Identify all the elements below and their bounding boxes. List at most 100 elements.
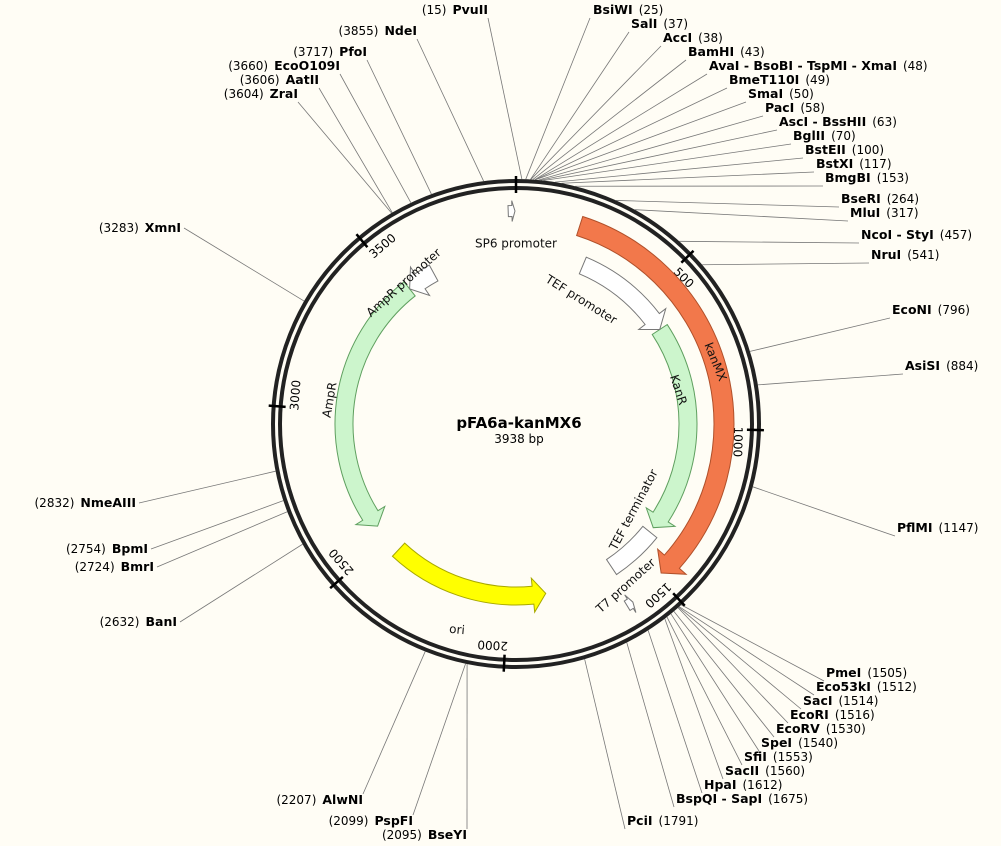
site-position: (264) xyxy=(887,192,919,206)
site-name: EcoNI xyxy=(892,302,932,317)
site-alwni[interactable]: (2207) AlwNI xyxy=(276,792,363,807)
site-leader-line xyxy=(366,59,432,195)
feature-kanmx[interactable] xyxy=(575,215,735,575)
site-bani[interactable]: (2632) BanI xyxy=(100,614,177,629)
site-leader-line xyxy=(487,17,523,180)
site-econi[interactable]: EcoNI (796) xyxy=(892,302,970,317)
site-leader-line xyxy=(534,87,728,181)
site-name: BspQI - SapI xyxy=(676,791,762,806)
feature-label-ampr: AmpR xyxy=(320,381,340,419)
site-ncoi-styi[interactable]: NcoI - StyI (457) xyxy=(861,227,972,242)
ruler-tick xyxy=(502,654,506,672)
site-pvuii[interactable]: (15) PvuII xyxy=(422,2,488,17)
site-asci-bsshii[interactable]: AscI - BssHII (63) xyxy=(779,114,897,129)
feature-t7-promoter[interactable] xyxy=(623,594,637,613)
site-mlui[interactable]: MluI (317) xyxy=(850,205,919,220)
ruler-tick-label: 2000 xyxy=(477,638,508,653)
site-bsteii[interactable]: BstEII (100) xyxy=(805,142,884,157)
site-ecoo109i[interactable]: (3660) EcoO109I xyxy=(228,58,340,73)
site-name: AlwNI xyxy=(322,792,363,807)
site-name: SfiI xyxy=(744,749,767,764)
site-nmeaiii[interactable]: (2832) NmeAIII xyxy=(35,495,137,510)
site-leader-line xyxy=(757,373,904,386)
site-pflmi[interactable]: PflMI (1147) xyxy=(897,520,978,535)
site-bspqi-sapi[interactable]: BspQI - SapI (1675) xyxy=(676,791,808,806)
feature-ampr-promoter[interactable] xyxy=(409,264,439,297)
site-position: (50) xyxy=(789,87,814,101)
site-bsiwi[interactable]: BsiWI (25) xyxy=(593,2,663,17)
site-nrui[interactable]: NruI (541) xyxy=(871,247,939,262)
site-ecori[interactable]: EcoRI (1516) xyxy=(790,707,875,722)
site-zrai[interactable]: (3604) ZraI xyxy=(224,86,298,101)
site-bmgbi[interactable]: BmgBI (153) xyxy=(825,170,909,185)
site-smai[interactable]: SmaI (50) xyxy=(748,86,814,101)
site-xmni[interactable]: (3283) XmnI xyxy=(99,220,181,235)
site-name: BstEII xyxy=(805,142,846,157)
site-position: (2099) xyxy=(329,814,369,828)
site-name: BmgBI xyxy=(825,170,871,185)
site-position: (3855) xyxy=(339,24,379,38)
site-name: SalI xyxy=(631,16,657,31)
site-name: PspFI xyxy=(374,813,413,828)
site-position: (63) xyxy=(872,115,897,129)
site-bstxi[interactable]: BstXI (117) xyxy=(816,156,892,171)
site-name: NcoI - StyI xyxy=(861,227,934,242)
feature-ori[interactable] xyxy=(391,542,547,614)
site-leader-line xyxy=(749,317,891,352)
site-aatii[interactable]: (3606) AatII xyxy=(240,72,319,87)
site-asisi[interactable]: AsiSI (884) xyxy=(905,358,978,373)
feature-sp6-promoter[interactable] xyxy=(507,200,516,222)
site-sfii[interactable]: SfiI (1553) xyxy=(744,749,813,764)
site-position: (117) xyxy=(859,157,891,171)
site-pfoi[interactable]: (3717) PfoI xyxy=(293,44,367,59)
site-bglii[interactable]: BglII (70) xyxy=(793,128,856,143)
site-leader-line xyxy=(702,262,870,266)
site-position: (3604) xyxy=(224,87,264,101)
site-bmet110i[interactable]: BmeT110I (49) xyxy=(729,72,830,87)
site-name: SacI xyxy=(803,693,833,708)
site-ecorv[interactable]: EcoRV (1530) xyxy=(776,721,866,736)
site-bseri[interactable]: BseRI (264) xyxy=(841,191,919,206)
site-name: BglII xyxy=(793,128,825,143)
feature-tef-promoter[interactable] xyxy=(578,256,667,331)
site-name: AscI - BssHII xyxy=(779,114,866,129)
site-position: (2724) xyxy=(75,560,115,574)
site-bamhi[interactable]: BamHI (43) xyxy=(688,44,765,59)
site-name: PfoI xyxy=(339,44,367,59)
site-position: (38) xyxy=(698,31,723,45)
site-leader-line xyxy=(339,73,412,203)
site-hpai[interactable]: HpaI (1612) xyxy=(704,777,782,792)
site-bpmi[interactable]: (2754) BpmI xyxy=(66,541,148,556)
site-bseyi[interactable]: (2095) BseYI xyxy=(382,827,467,842)
site-leader-line xyxy=(677,607,789,724)
site-pmei[interactable]: PmeI (1505) xyxy=(826,665,907,680)
site-name: PflMI xyxy=(897,520,933,535)
site-position: (1791) xyxy=(659,814,699,828)
site-eco53ki[interactable]: Eco53kI (1512) xyxy=(816,679,917,694)
site-name: MluI xyxy=(850,205,880,220)
site-name: BstXI xyxy=(816,156,853,171)
site-name: AatII xyxy=(286,72,319,87)
site-pspfi[interactable]: (2099) PspFI xyxy=(329,813,413,828)
site-acci[interactable]: AccI (38) xyxy=(663,30,723,45)
site-position: (1540) xyxy=(798,736,838,750)
site-position: (1530) xyxy=(826,722,866,736)
feature-tef-terminator[interactable] xyxy=(605,525,658,576)
site-bmri[interactable]: (2724) BmrI xyxy=(75,559,154,574)
site-position: (1516) xyxy=(835,708,875,722)
site-saci[interactable]: SacI (1514) xyxy=(803,693,878,708)
site-paci[interactable]: PacI (58) xyxy=(765,100,825,115)
site-position: (1553) xyxy=(773,750,813,764)
feature-kanr[interactable] xyxy=(645,323,698,529)
site-sali[interactable]: SalI (37) xyxy=(631,16,688,31)
site-sacii[interactable]: SacII (1560) xyxy=(725,763,805,778)
site-leader-line xyxy=(412,663,466,816)
site-position: (884) xyxy=(946,359,978,373)
site-pcii[interactable]: PciI (1791) xyxy=(627,813,698,828)
site-ndei[interactable]: (3855) NdeI xyxy=(339,23,417,38)
site-avai-bsobi-tspmi-xmai[interactable]: AvaI - BsoBI - TspMI - XmaI (48) xyxy=(709,58,928,73)
site-leader-line xyxy=(530,31,630,180)
feature-ampr[interactable] xyxy=(334,281,416,527)
site-spei[interactable]: SpeI (1540) xyxy=(761,735,838,750)
